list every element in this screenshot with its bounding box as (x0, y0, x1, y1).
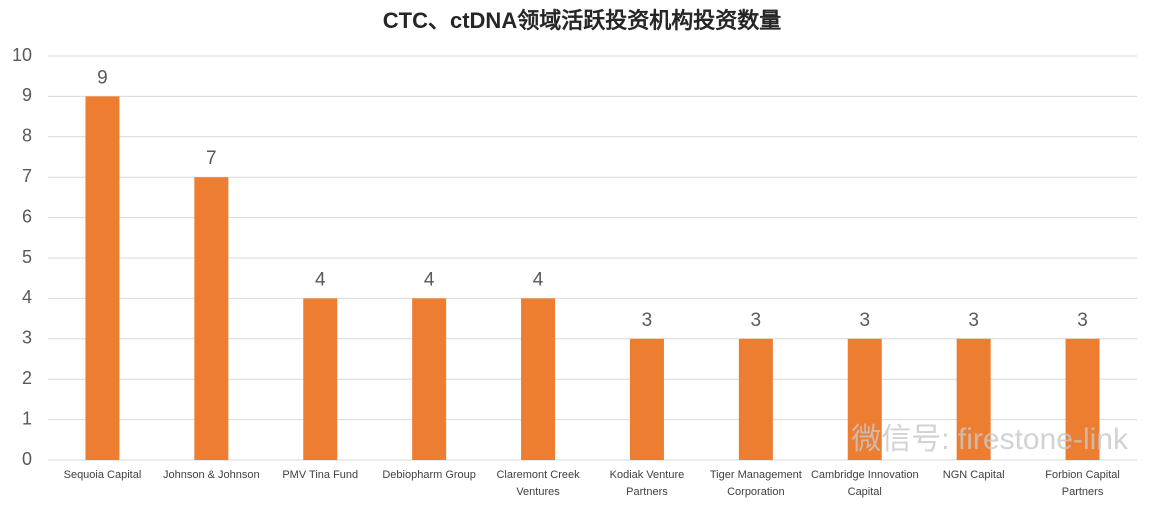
y-tick-label: 5 (22, 247, 32, 267)
data-label: 3 (968, 310, 979, 331)
y-tick-label: 8 (22, 126, 32, 146)
bar (521, 298, 556, 460)
data-label: 4 (424, 269, 435, 290)
bar (629, 338, 664, 460)
bar (1065, 338, 1100, 460)
y-tick-label: 6 (22, 206, 32, 226)
y-tick-label: 9 (22, 85, 32, 105)
data-label: 3 (1077, 310, 1088, 331)
y-tick-label: 3 (22, 328, 32, 348)
x-tick-label: Forbion Capital Partners (1045, 469, 1120, 498)
bar (303, 298, 338, 460)
x-tick-label: Sequoia Capital (64, 469, 142, 481)
bar (85, 96, 120, 461)
bar (956, 338, 991, 460)
y-tick-label: 7 (22, 166, 32, 186)
y-tick-label: 2 (22, 368, 32, 388)
x-tick-label: Claremont Creek Ventures (496, 469, 580, 498)
y-tick-label: 10 (12, 45, 32, 65)
x-tick-label: NGN Capital (943, 469, 1005, 481)
bar (412, 298, 447, 460)
x-tick-label: Cambridge Innovation Capital (811, 469, 919, 498)
chart-title: CTC、ctDNA领域活跃投资机构投资数量 (383, 8, 781, 33)
data-label: 3 (642, 310, 653, 331)
data-label: 4 (315, 269, 326, 290)
y-tick-label: 1 (22, 408, 32, 428)
bar (738, 338, 773, 460)
x-tick-label: Tiger Management Corporation (710, 469, 802, 498)
x-tick-label: Johnson & Johnson (163, 469, 260, 481)
data-label: 9 (97, 67, 108, 88)
x-tick-label: Debiopharm Group (382, 469, 476, 481)
y-tick-label: 0 (22, 449, 32, 469)
x-tick-label: Kodiak Venture Partners (610, 469, 685, 498)
data-label: 3 (751, 310, 762, 331)
bar (194, 177, 229, 460)
bar (847, 338, 882, 460)
data-label: 3 (859, 310, 870, 331)
y-tick-label: 4 (22, 287, 32, 307)
watermark: 微信号: firestone-link (851, 423, 1129, 456)
data-label: 4 (533, 269, 544, 290)
data-label: 7 (206, 148, 217, 169)
x-tick-label: PMV Tina Fund (282, 469, 358, 481)
